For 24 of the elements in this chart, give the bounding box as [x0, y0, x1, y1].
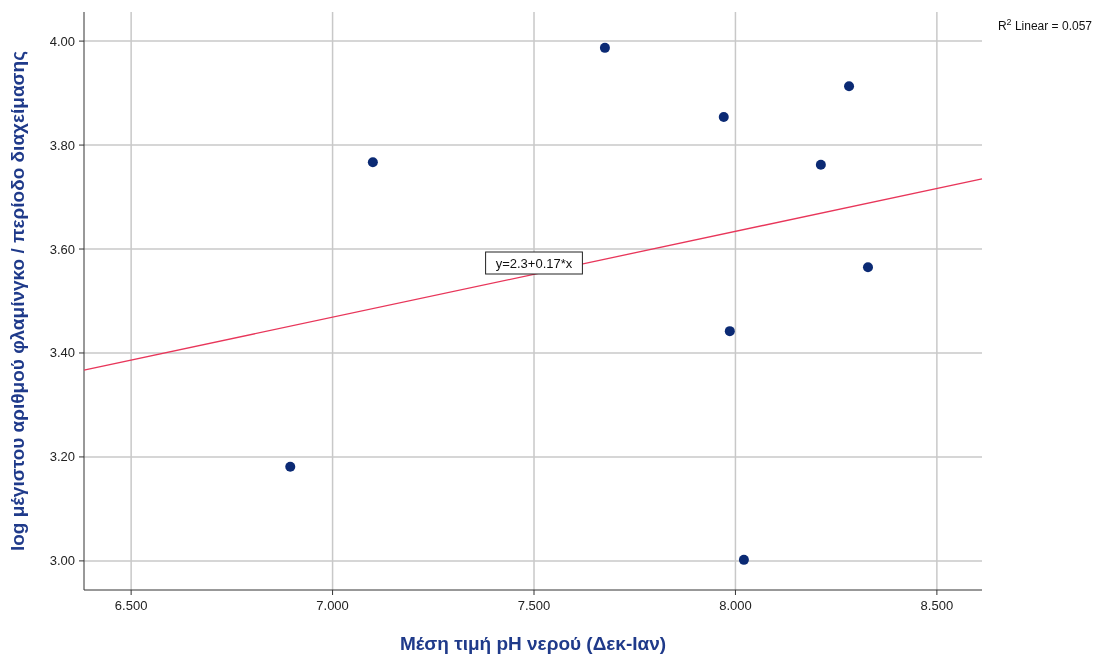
x-tick-label: 8.500 [920, 598, 954, 613]
y-tick-label: 3.60 [49, 241, 75, 257]
y-tick-label: 3.00 [49, 553, 75, 569]
y-axis-title: log μέγιστου αριθμού φλαμίνγκο / περίοδο διαχείμασης [7, 50, 28, 552]
point [718, 112, 729, 122]
x-axis-title: Μέση τιμή pH νερού (Δεκ-Ιαν) [399, 633, 667, 654]
point [738, 554, 749, 565]
x-tick-label: 7.500 [517, 598, 551, 613]
point [844, 81, 855, 92]
y-tick-label: 4.00 [49, 33, 75, 49]
point [599, 42, 610, 53]
point [285, 461, 296, 472]
x-tick-label: 6.500 [114, 598, 148, 613]
point [367, 157, 378, 168]
text: R$^{2}$ Linear = 0.057 [997, 17, 1093, 33]
x-tick-label: 7.000 [316, 598, 349, 613]
y-tick-label: 3.80 [49, 137, 75, 153]
y-tick-label: 3.20 [49, 449, 75, 465]
x-tick-label: 8.000 [719, 598, 752, 613]
point [724, 326, 735, 337]
annotation: y=2.3+0.17*x [495, 256, 573, 271]
point [815, 159, 826, 170]
point [862, 262, 873, 273]
y-tick-label: 3.40 [49, 345, 75, 361]
